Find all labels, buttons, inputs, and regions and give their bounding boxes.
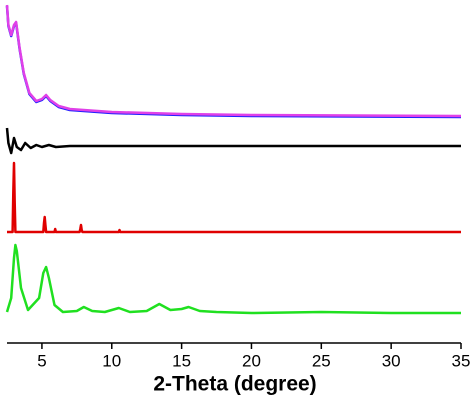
series-line: [5, 4, 462, 118]
x-tick-label: 15: [172, 351, 191, 370]
x-tick-label: 30: [382, 351, 401, 370]
series-line: [5, 127, 461, 155]
x-tick-label: 10: [102, 351, 121, 370]
series-line: [5, 243, 461, 315]
series-line: [7, 161, 461, 234]
x-tick-label: 35: [452, 351, 471, 370]
x-axis-label: 2-Theta (degree): [153, 373, 316, 396]
x-tick-label: 25: [312, 351, 331, 370]
x-tick-label: 5: [37, 351, 46, 370]
x-tick-label: 20: [242, 351, 261, 370]
series-line: [5, 5, 462, 119]
